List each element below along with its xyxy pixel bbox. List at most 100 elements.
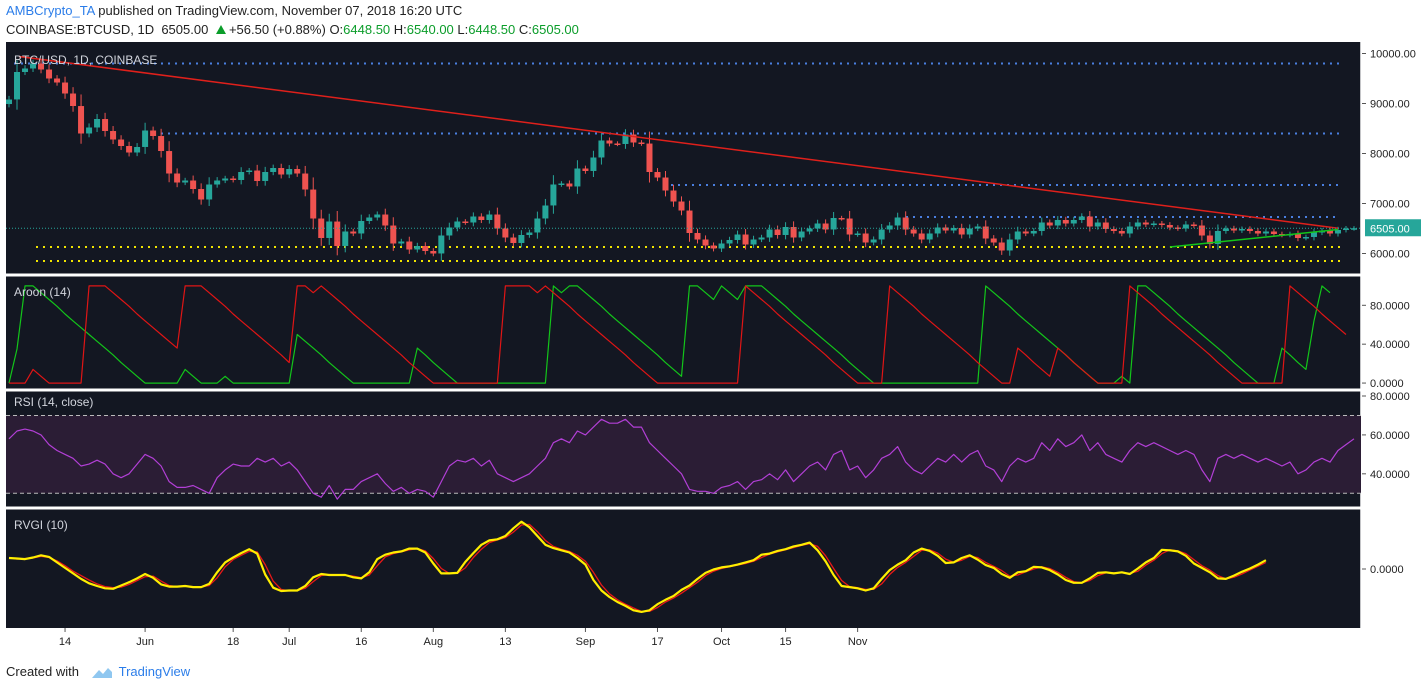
- candle-body: [982, 226, 989, 239]
- candle: [462, 219, 469, 225]
- candle: [1110, 226, 1117, 234]
- rvgi-line: [8, 520, 1267, 614]
- open-label: O:: [329, 22, 344, 37]
- author-link[interactable]: AMBCrypto_TA: [6, 3, 95, 18]
- candle: [982, 220, 989, 245]
- candle-body: [1302, 237, 1309, 239]
- candle: [870, 236, 877, 246]
- candle-body: [606, 140, 613, 144]
- candle-body: [718, 243, 725, 249]
- candle: [390, 217, 397, 251]
- publish-info: published on TradingView.com, November 0…: [98, 3, 463, 18]
- candle: [222, 175, 229, 184]
- candle: [726, 236, 733, 247]
- candle-body: [534, 218, 541, 233]
- candle-body: [294, 169, 301, 174]
- candle-body: [1158, 223, 1165, 226]
- candle: [350, 228, 357, 237]
- candle-body: [206, 184, 213, 200]
- candle-body: [654, 172, 661, 178]
- rsi-panel: RSI (14, close) 80.0000 60.0000 40.0000: [6, 391, 1410, 500]
- candle-body: [46, 69, 53, 79]
- plot-background: [6, 42, 1361, 628]
- candle-body: [262, 172, 269, 181]
- candle: [6, 95, 12, 108]
- candle-body: [454, 221, 461, 228]
- candle-body: [1046, 222, 1053, 226]
- candle: [334, 210, 341, 256]
- candle-body: [1014, 231, 1021, 240]
- candle-body: [1054, 220, 1061, 226]
- candle: [142, 122, 149, 154]
- candle: [574, 160, 581, 194]
- candle-body: [934, 227, 941, 234]
- candle-body: [694, 233, 701, 240]
- candle-body: [942, 227, 949, 231]
- candle: [670, 184, 677, 207]
- candle-body: [750, 239, 757, 245]
- candle-body: [286, 169, 293, 175]
- candle: [134, 143, 141, 157]
- x-tick-label: Oct: [713, 636, 730, 648]
- candle-body: [1230, 228, 1237, 231]
- chart-area[interactable]: BTC/USD, 1D, COINBASE 10000.00 9000.00 8000…: [0, 42, 1426, 658]
- candle: [614, 141, 621, 147]
- candle: [558, 181, 565, 187]
- tradingview-link[interactable]: TradingView: [118, 664, 191, 679]
- candle: [262, 166, 269, 186]
- candle-body: [990, 238, 997, 243]
- candle-body: [134, 147, 141, 153]
- candle-body: [390, 225, 397, 244]
- candle-body: [518, 235, 525, 243]
- candle: [278, 163, 285, 179]
- candle: [606, 137, 613, 147]
- candle-body: [1110, 229, 1117, 231]
- candle-body: [470, 216, 477, 223]
- candle-body: [502, 228, 509, 238]
- candle: [822, 219, 829, 234]
- candle-body: [1246, 229, 1253, 231]
- candle: [1174, 225, 1181, 231]
- candle: [446, 222, 453, 240]
- rising-support-line: [1169, 228, 1339, 248]
- candle-body: [830, 218, 837, 230]
- candle-body: [430, 251, 437, 254]
- candle: [406, 236, 413, 254]
- candle-body: [94, 119, 101, 128]
- candle: [1062, 216, 1069, 227]
- candle: [150, 126, 157, 140]
- aroon-panel-title: Aroon (14): [14, 285, 71, 299]
- candle-body: [838, 218, 845, 220]
- candle-body: [550, 184, 557, 206]
- candle: [366, 214, 373, 225]
- candle: [1246, 226, 1253, 234]
- candle-body: [38, 63, 45, 70]
- x-tick-label: Jul: [282, 636, 296, 648]
- candle: [1206, 230, 1213, 249]
- candle: [782, 222, 789, 240]
- candle-body: [342, 231, 349, 246]
- candle-body: [918, 233, 925, 240]
- open-value: 6448.50: [343, 22, 391, 37]
- x-tick-label: 13: [499, 636, 511, 648]
- candle: [886, 222, 893, 233]
- candle-body: [1150, 223, 1157, 225]
- candle-body: [958, 228, 965, 235]
- candle: [382, 208, 389, 231]
- candle-body: [30, 63, 37, 69]
- candle-body: [998, 242, 1005, 251]
- candle-body: [1030, 231, 1037, 234]
- candle-body: [686, 210, 693, 233]
- candle: [358, 214, 365, 240]
- candle: [1078, 213, 1085, 224]
- candle-body: [678, 201, 685, 211]
- candle: [902, 211, 909, 236]
- candle-body: [1142, 222, 1149, 225]
- candle-body: [166, 151, 173, 174]
- candle-body: [198, 189, 205, 200]
- rsi-line: [8, 418, 1355, 500]
- x-tick-label: Jun: [136, 636, 154, 648]
- candle-body: [358, 221, 365, 234]
- candle-body: [158, 136, 165, 151]
- candle-body: [782, 227, 789, 235]
